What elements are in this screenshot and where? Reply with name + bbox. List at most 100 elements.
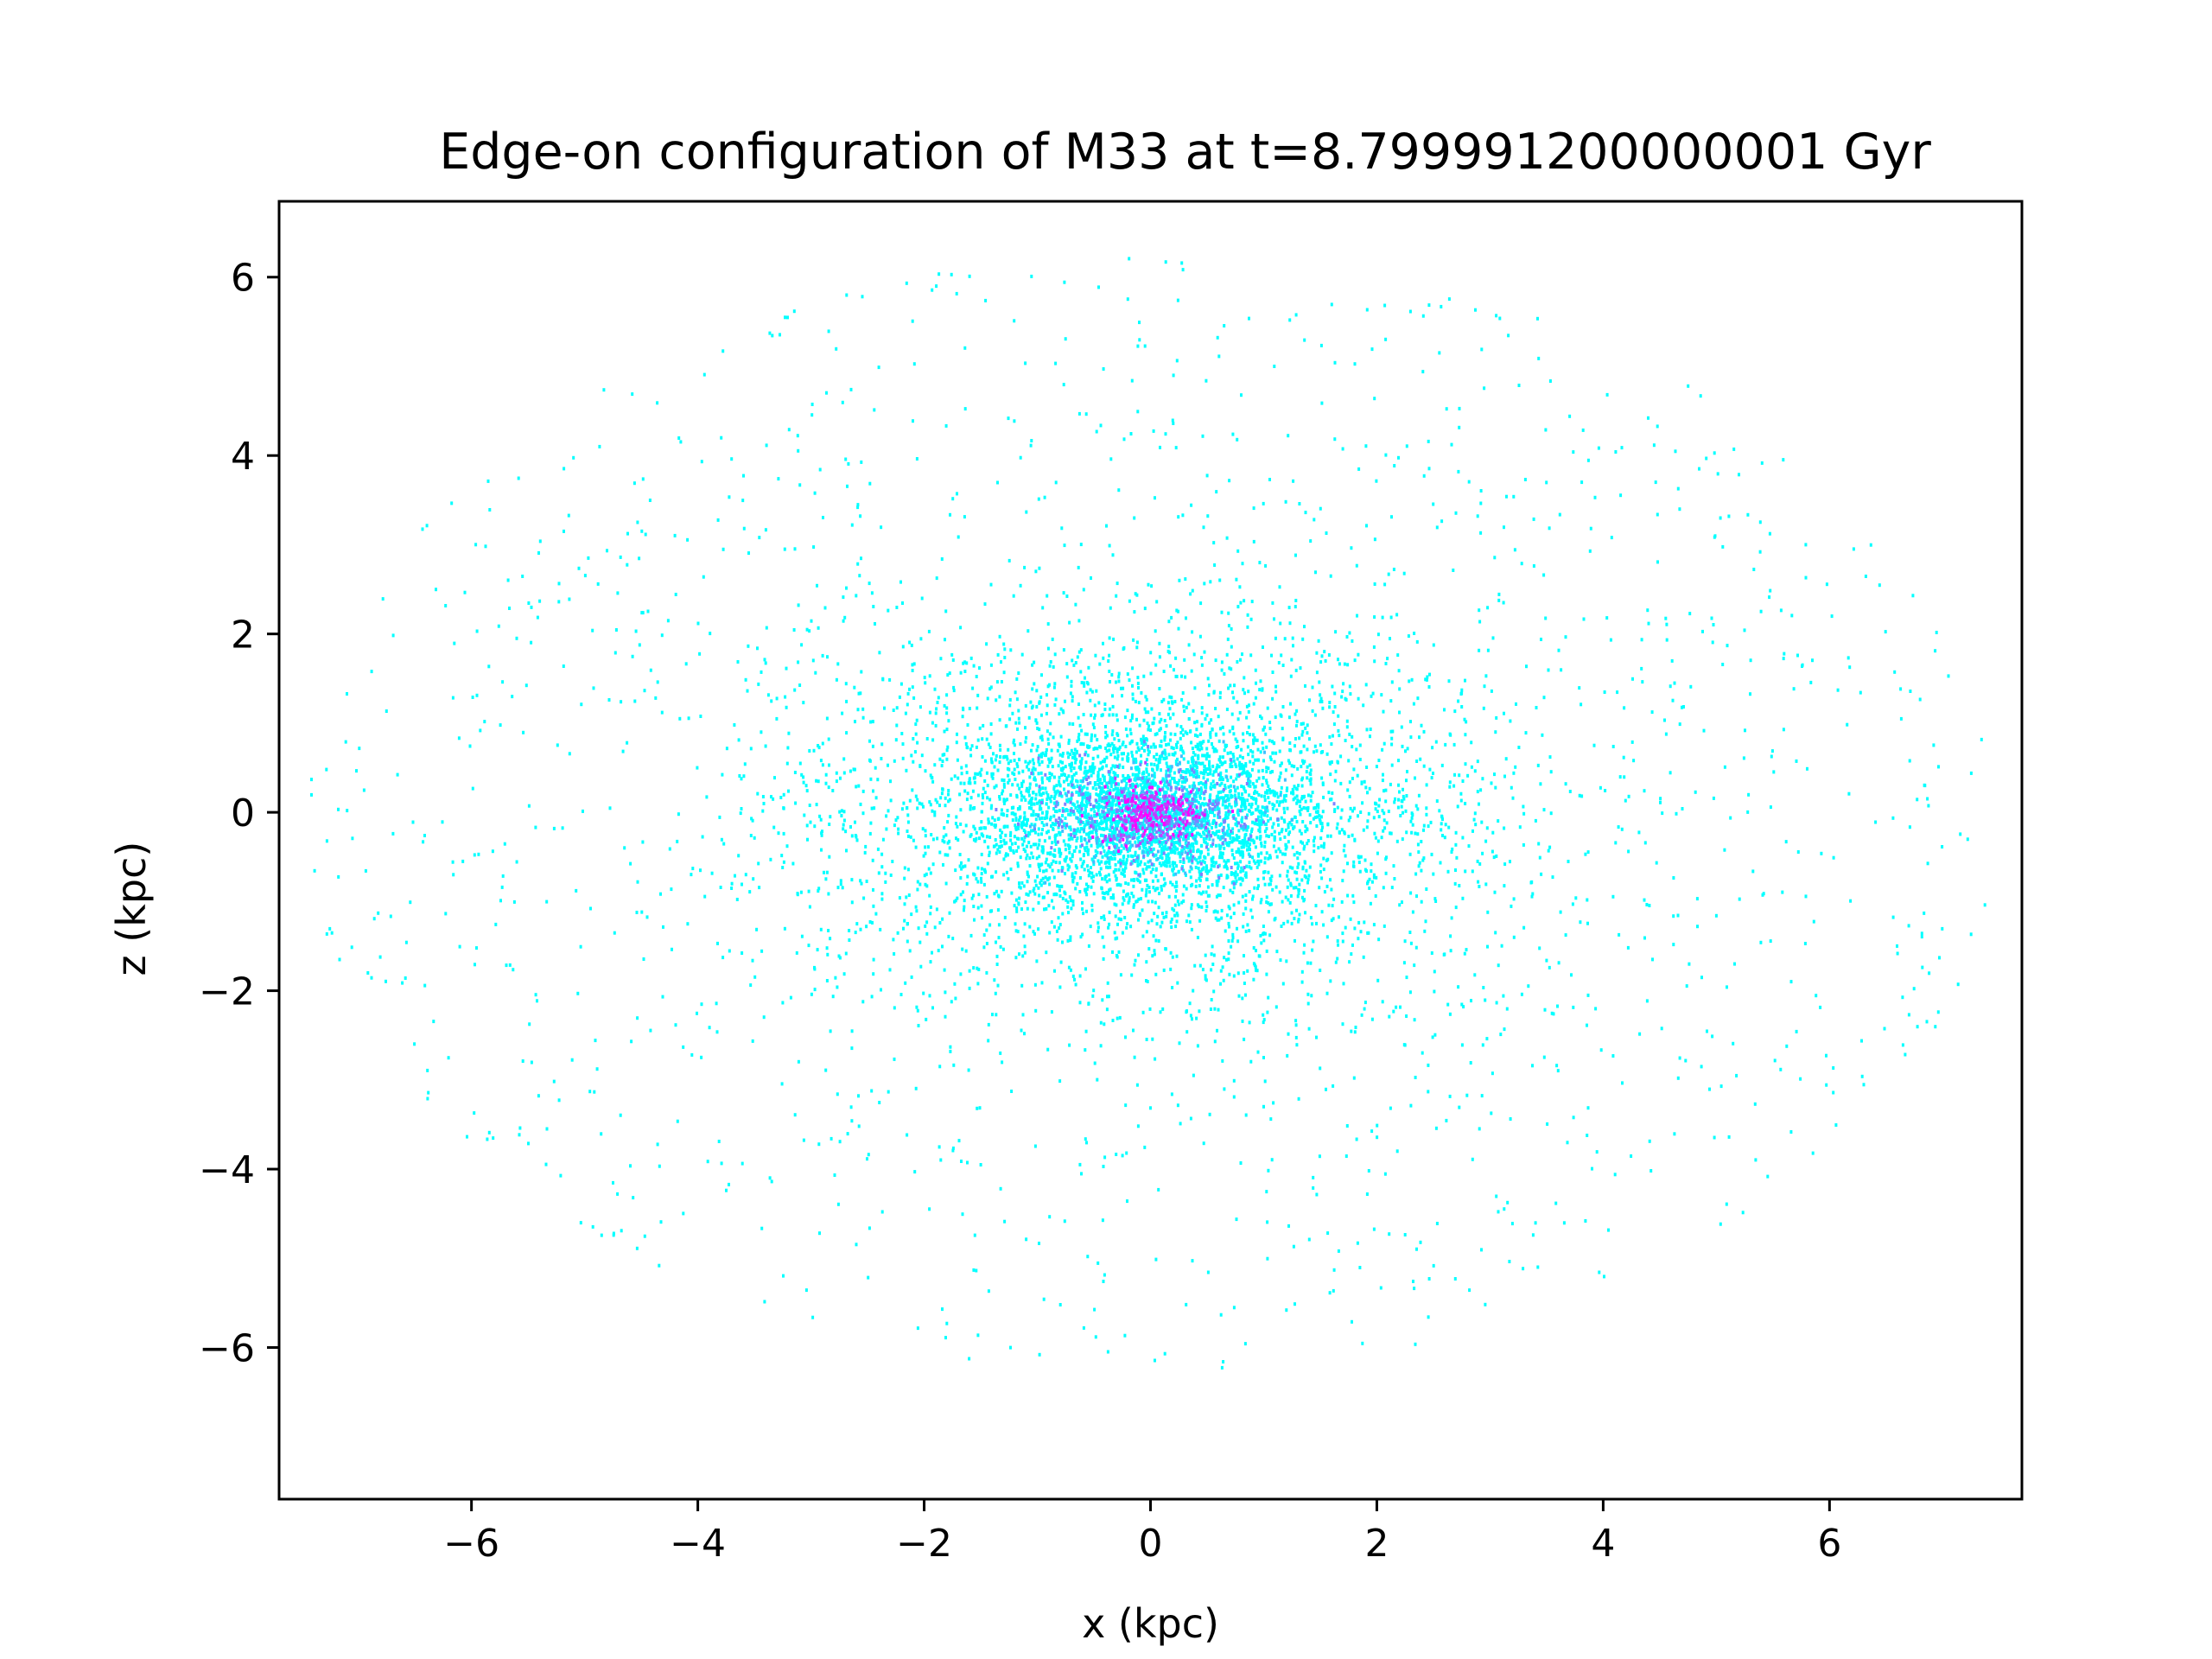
particle-point	[1281, 828, 1284, 832]
particle-point	[1016, 765, 1020, 769]
particle-point	[477, 852, 480, 856]
particle-point	[1522, 925, 1526, 930]
particle-point	[1503, 774, 1506, 779]
particle-point	[1440, 828, 1443, 832]
particle-point	[1421, 858, 1425, 862]
particle-point	[1238, 850, 1242, 855]
particle-point	[1450, 442, 1453, 447]
particle-point	[1332, 710, 1335, 715]
particle-point	[1696, 925, 1699, 929]
particle-point	[447, 1056, 450, 1060]
particle-point	[1041, 751, 1045, 755]
particle-point	[1227, 957, 1230, 962]
particle-point	[938, 1065, 942, 1069]
particle-point	[1101, 935, 1104, 939]
particle-point	[846, 1132, 849, 1136]
particle-point	[1983, 903, 1986, 907]
particle-point	[1126, 672, 1129, 677]
particle-point	[741, 499, 745, 503]
particle-point	[1377, 938, 1381, 942]
particle-point	[1050, 861, 1053, 866]
particle-point	[1313, 750, 1315, 754]
particle-point	[1154, 938, 1158, 943]
particle-point	[1222, 796, 1225, 800]
particle-point	[1192, 1073, 1195, 1077]
particle-point	[1372, 645, 1376, 649]
particle-point	[1545, 480, 1548, 485]
particle-point	[1503, 884, 1506, 888]
particle-point	[1007, 747, 1010, 752]
particle-point	[1204, 974, 1207, 978]
particle-point	[1380, 693, 1383, 697]
particle-point	[1801, 663, 1804, 667]
particle-point	[1248, 890, 1251, 893]
particle-point	[1458, 1105, 1461, 1109]
particle-point	[880, 1210, 884, 1214]
particle-point	[1058, 775, 1061, 779]
particle-point	[928, 674, 931, 678]
particle-point	[1225, 708, 1229, 711]
particle-point	[1345, 719, 1349, 723]
particle-point	[786, 746, 790, 750]
particle-point	[1170, 696, 1173, 700]
particle-point	[1711, 1034, 1714, 1039]
particle-point	[1458, 425, 1461, 429]
particle-point	[1274, 715, 1277, 720]
particle-point	[1052, 875, 1056, 880]
particle-point	[773, 776, 776, 780]
particle-point	[1428, 672, 1431, 677]
particle-point	[1265, 895, 1268, 899]
particle-point	[1350, 546, 1353, 550]
particle-point	[1136, 860, 1140, 864]
particle-point	[1319, 343, 1323, 347]
particle-point	[880, 988, 882, 992]
particle-point	[716, 518, 720, 522]
particle-point	[845, 699, 849, 703]
particle-point	[1211, 826, 1213, 830]
particle-point	[1005, 852, 1007, 856]
particle-point	[1383, 303, 1387, 308]
particle-point	[1270, 874, 1274, 879]
particle-point	[1053, 652, 1057, 657]
particle-point	[1365, 524, 1368, 528]
particle-point	[1000, 889, 1003, 893]
particle-point	[1173, 849, 1176, 853]
particle-point	[972, 893, 975, 898]
particle-point	[903, 902, 906, 906]
particle-point	[910, 753, 913, 758]
particle-point	[1025, 823, 1028, 828]
particle-point	[362, 788, 365, 792]
particle-point	[1251, 894, 1255, 899]
particle-point	[1449, 934, 1452, 938]
particle-point	[1365, 308, 1369, 312]
particle-point	[1257, 769, 1261, 773]
particle-point	[1041, 606, 1045, 610]
particle-point	[949, 1049, 952, 1053]
particle-point	[432, 1020, 435, 1024]
particle-point	[1220, 908, 1224, 912]
particle-point	[1081, 900, 1084, 905]
particle-point	[1097, 701, 1101, 705]
particle-point	[1247, 709, 1250, 714]
particle-point	[1121, 742, 1124, 747]
particle-point	[1678, 507, 1681, 512]
particle-point	[1681, 705, 1683, 709]
particle-point	[1007, 853, 1009, 857]
particle-point	[1141, 746, 1144, 750]
particle-point	[1236, 864, 1240, 868]
particle-point	[1155, 922, 1159, 926]
particle-point	[725, 747, 728, 751]
particle-point	[1241, 792, 1243, 797]
particle-point	[1045, 814, 1048, 818]
particle-point	[1198, 634, 1202, 639]
particle-point	[1473, 811, 1477, 816]
particle-point	[871, 744, 874, 748]
particle-point	[1063, 543, 1066, 548]
particle-point	[1542, 808, 1546, 812]
particle-point	[1105, 524, 1108, 528]
particle-point	[1090, 866, 1092, 870]
particle-point	[1224, 929, 1227, 933]
particle-point	[1068, 753, 1071, 756]
particle-point	[1175, 864, 1179, 868]
particle-point	[898, 695, 901, 699]
